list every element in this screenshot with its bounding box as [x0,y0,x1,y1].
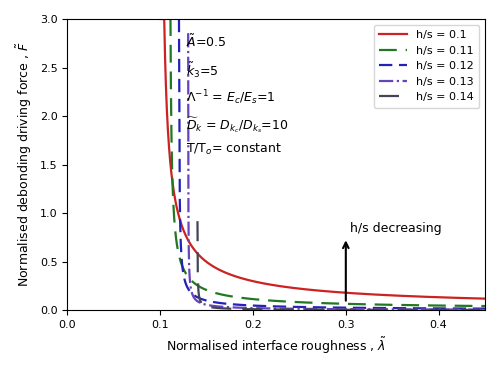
Text: $\tilde{k}_3$=5: $\tilde{k}_3$=5 [186,61,219,80]
Text: T/T$_o$= constant: T/T$_o$= constant [186,142,282,157]
Text: $\Lambda^{-1}$ = $E_c/E_s$=1: $\Lambda^{-1}$ = $E_c/E_s$=1 [186,88,276,106]
Line: h/s = 0.13: h/s = 0.13 [188,33,485,309]
h/s = 0.11 [238,296,244,300]
h/s = 0.11 [204,288,210,292]
h/s = 0.11 [170,190,176,195]
h/s = 0.14 [440,308,446,312]
h/s = 0.14 [482,308,488,312]
h/s = 0.1 [229,273,235,278]
Text: $\tilde{A}$=0.5: $\tilde{A}$=0.5 [186,33,226,50]
X-axis label: Normalised interface roughness , $\tilde{\lambda}$: Normalised interface roughness , $\tilde… [166,336,386,356]
h/s = 0.13 [384,307,390,312]
h/s = 0.12 [447,306,453,311]
h/s = 0.13 [317,307,323,311]
Y-axis label: Normalised debonding driving force , $\tilde{F}$: Normalised debonding driving force , $\t… [15,42,34,288]
h/s = 0.13 [185,31,191,35]
Line: h/s = 0.1: h/s = 0.1 [160,19,485,299]
Text: h/s decreasing: h/s decreasing [350,221,442,234]
Text: $\widetilde{D}_k$ = $D_{k_c}/D_{k_s}$=10: $\widetilde{D}_k$ = $D_{k_c}/D_{k_s}$=10 [186,115,288,135]
h/s = 0.1 [300,287,306,291]
Line: h/s = 0.11: h/s = 0.11 [170,19,485,306]
h/s = 0.1 [158,17,164,21]
h/s = 0.11 [482,304,488,308]
h/s = 0.11 [480,304,486,308]
Line: h/s = 0.14: h/s = 0.14 [198,221,485,310]
h/s = 0.14 [262,307,268,312]
h/s = 0.14 [302,308,308,312]
h/s = 0.1 [460,296,466,300]
h/s = 0.12 [176,17,182,21]
h/s = 0.1 [176,214,182,218]
h/s = 0.13 [366,307,372,312]
h/s = 0.13 [238,305,244,310]
h/s = 0.14 [411,308,417,312]
h/s = 0.13 [482,307,488,312]
h/s = 0.14 [362,308,368,312]
h/s = 0.14 [222,306,228,311]
h/s = 0.13 [452,307,458,312]
Line: h/s = 0.12: h/s = 0.12 [179,19,485,309]
h/s = 0.14 [194,219,200,223]
h/s = 0.12 [482,306,488,311]
h/s = 0.1 [482,296,488,301]
h/s = 0.12 [482,306,488,311]
h/s = 0.11 [185,275,191,279]
h/s = 0.1 [478,296,484,301]
h/s = 0.12 [246,303,252,308]
h/s = 0.11 [316,301,322,305]
h/s = 0.12 [462,306,468,311]
h/s = 0.12 [369,306,375,310]
Legend: h/s = 0.1, h/s = 0.11, h/s = 0.12, h/s = 0.13, h/s = 0.14: h/s = 0.1, h/s = 0.11, h/s = 0.12, h/s =… [374,24,480,108]
h/s = 0.11 [166,17,172,21]
h/s = 0.13 [209,303,215,308]
h/s = 0.1 [326,289,332,294]
h/s = 0.12 [392,306,398,311]
